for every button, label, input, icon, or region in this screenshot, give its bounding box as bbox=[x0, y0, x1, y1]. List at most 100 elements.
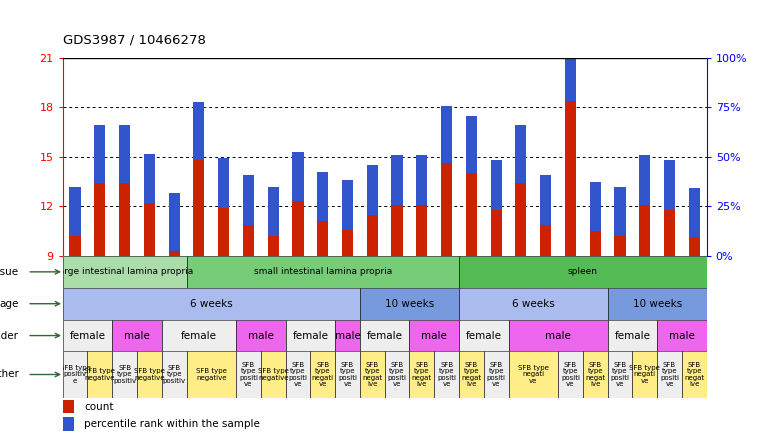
Bar bbox=[186, 352, 236, 397]
Text: spleen: spleen bbox=[568, 267, 598, 276]
Bar bbox=[466, 173, 477, 256]
Bar bbox=[540, 225, 552, 256]
Bar bbox=[112, 352, 137, 397]
Bar bbox=[688, 188, 700, 238]
Bar bbox=[509, 320, 607, 352]
Bar bbox=[63, 400, 74, 413]
Bar bbox=[310, 352, 335, 397]
Bar bbox=[286, 320, 335, 352]
Bar bbox=[236, 320, 286, 352]
Bar bbox=[293, 152, 303, 202]
Bar bbox=[335, 320, 360, 352]
Text: SFB
type
negat
ive: SFB type negat ive bbox=[362, 362, 382, 387]
Bar bbox=[162, 320, 236, 352]
Bar bbox=[558, 352, 583, 397]
Bar bbox=[657, 352, 682, 397]
Bar bbox=[639, 205, 650, 256]
Bar bbox=[516, 183, 526, 256]
Text: GDS3987 / 10466278: GDS3987 / 10466278 bbox=[63, 34, 206, 47]
Bar bbox=[565, 43, 576, 101]
Text: female: female bbox=[466, 331, 502, 341]
Bar bbox=[391, 155, 403, 205]
Text: female: female bbox=[293, 331, 329, 341]
Bar bbox=[70, 186, 81, 236]
Text: male: male bbox=[248, 331, 274, 341]
Bar bbox=[614, 236, 626, 256]
Bar bbox=[657, 320, 707, 352]
Bar bbox=[169, 193, 180, 251]
Text: SFB type
negative: SFB type negative bbox=[196, 368, 227, 381]
Text: SFB type
negati
ve: SFB type negati ve bbox=[630, 365, 660, 384]
Bar bbox=[342, 230, 353, 256]
Bar bbox=[70, 236, 81, 256]
Text: male: male bbox=[335, 331, 361, 341]
Bar bbox=[63, 352, 87, 397]
Bar bbox=[490, 160, 502, 210]
Bar bbox=[119, 126, 130, 183]
Bar bbox=[607, 288, 707, 320]
Bar bbox=[293, 202, 303, 256]
Bar bbox=[466, 115, 477, 173]
Bar bbox=[416, 205, 427, 256]
Text: other: other bbox=[0, 369, 19, 380]
Bar bbox=[137, 352, 162, 397]
Text: female: female bbox=[70, 331, 105, 341]
Bar bbox=[94, 126, 105, 183]
Text: SFB
type
negat
ive: SFB type negat ive bbox=[685, 362, 704, 387]
Bar bbox=[243, 225, 254, 256]
Bar bbox=[119, 183, 130, 256]
Text: SFB
type
negat
ive: SFB type negat ive bbox=[412, 362, 432, 387]
Bar bbox=[360, 320, 410, 352]
Text: SFB
type
positiv: SFB type positiv bbox=[163, 365, 186, 384]
Bar bbox=[441, 106, 452, 163]
Text: SFB type
negative: SFB type negative bbox=[84, 368, 115, 381]
Text: SFB
type
positi
ve: SFB type positi ve bbox=[289, 362, 307, 387]
Text: count: count bbox=[84, 402, 113, 412]
Text: SFB type
negati
ve: SFB type negati ve bbox=[518, 365, 549, 384]
Text: SFB
type
negat
ive: SFB type negat ive bbox=[461, 362, 481, 387]
Bar bbox=[342, 180, 353, 230]
Text: SFB
type
positi
ve: SFB type positi ve bbox=[561, 362, 580, 387]
Text: gender: gender bbox=[0, 331, 19, 341]
Text: tissue: tissue bbox=[0, 267, 19, 277]
Bar bbox=[218, 208, 229, 256]
Bar bbox=[688, 238, 700, 256]
Text: SFB
type
positiv: SFB type positiv bbox=[113, 365, 136, 384]
Bar bbox=[614, 186, 626, 236]
Bar bbox=[186, 256, 459, 288]
Bar bbox=[385, 352, 410, 397]
Bar bbox=[484, 352, 509, 397]
Bar bbox=[633, 352, 657, 397]
Text: 6 weeks: 6 weeks bbox=[190, 299, 233, 309]
Bar bbox=[607, 320, 657, 352]
Text: male: male bbox=[421, 331, 447, 341]
Bar bbox=[565, 101, 576, 256]
Bar bbox=[267, 186, 279, 236]
Bar bbox=[243, 175, 254, 225]
Bar bbox=[590, 182, 601, 231]
Bar bbox=[144, 203, 155, 256]
Text: SFB
type
positi
ve: SFB type positi ve bbox=[610, 362, 630, 387]
Bar bbox=[459, 320, 509, 352]
Bar bbox=[218, 159, 229, 208]
Bar bbox=[516, 126, 526, 183]
Bar bbox=[410, 320, 459, 352]
Bar bbox=[639, 155, 650, 205]
Text: female: female bbox=[181, 331, 217, 341]
Text: male: male bbox=[124, 331, 150, 341]
Text: SFB
type
negat
ive: SFB type negat ive bbox=[585, 362, 605, 387]
Bar bbox=[664, 210, 675, 256]
Bar bbox=[360, 288, 459, 320]
Text: male: male bbox=[669, 331, 695, 341]
Bar bbox=[193, 160, 205, 256]
Text: female: female bbox=[367, 331, 403, 341]
Bar bbox=[261, 352, 286, 397]
Bar bbox=[509, 352, 558, 397]
Bar bbox=[94, 183, 105, 256]
Text: female: female bbox=[614, 331, 650, 341]
Bar bbox=[583, 352, 607, 397]
Bar bbox=[317, 172, 329, 221]
Text: 10 weeks: 10 weeks bbox=[385, 299, 434, 309]
Bar bbox=[144, 154, 155, 203]
Bar bbox=[391, 205, 403, 256]
